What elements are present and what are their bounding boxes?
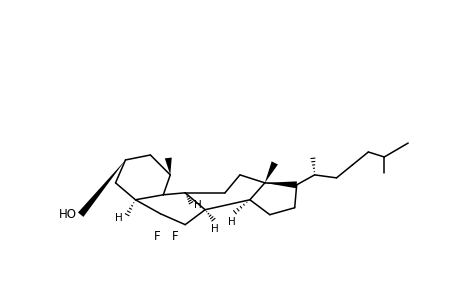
Text: H: H — [194, 200, 202, 210]
Text: F: F — [154, 230, 160, 243]
Polygon shape — [264, 182, 296, 188]
Text: H: H — [211, 224, 218, 234]
Polygon shape — [78, 160, 125, 217]
Text: HO: HO — [59, 208, 77, 221]
Text: H: H — [114, 213, 122, 223]
Text: H: H — [228, 217, 235, 227]
Polygon shape — [164, 158, 171, 175]
Text: F: F — [172, 230, 178, 243]
Polygon shape — [264, 161, 277, 183]
